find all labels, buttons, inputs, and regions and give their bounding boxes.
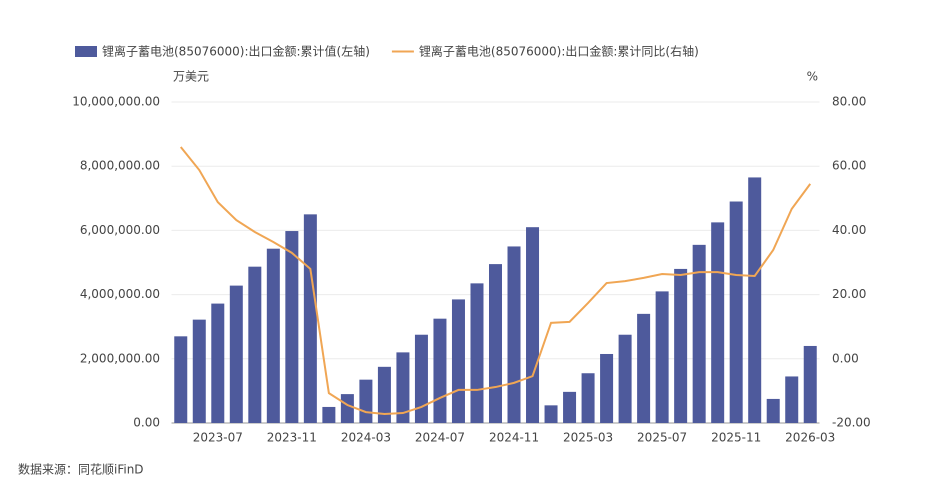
bar	[674, 268, 688, 423]
x-tick-label: 2025-11	[711, 431, 761, 445]
bar	[711, 222, 725, 423]
y2-tick-label: 60.00	[832, 159, 866, 173]
y-tick-label: 8,000,000.00	[80, 159, 160, 173]
y-tick-label: 0.00	[133, 416, 160, 430]
bar	[211, 303, 225, 423]
bar	[729, 201, 743, 423]
bar	[600, 353, 614, 423]
x-tick-label: 2024-11	[489, 431, 539, 445]
bar	[489, 264, 502, 423]
y2-tick-label: 0.00	[832, 351, 859, 365]
bar	[692, 244, 706, 423]
x-tick-label: 2025-07	[637, 431, 687, 445]
x-tick-label: 2023-11	[267, 431, 317, 445]
y2-tick-label: 20.00	[832, 287, 866, 301]
legend-label: 锂离子蓄电池(85076000):出口金额:累计同比(右轴)	[419, 44, 699, 59]
y2-tick-label: 80.00	[832, 95, 866, 109]
x-tick-label: 2024-03	[341, 431, 391, 445]
bar	[192, 319, 206, 423]
bar	[303, 214, 317, 423]
bar	[526, 227, 540, 423]
x-tick-label: 2026-03	[785, 431, 835, 445]
bar	[544, 405, 558, 423]
y-tick-label: 4,000,000.00	[80, 287, 160, 301]
legend-label: 锂离子蓄电池(85076000):出口金额:累计值(左轴)	[102, 44, 370, 59]
x-tick-label: 2025-03	[563, 431, 613, 445]
bar	[322, 406, 336, 423]
bar	[414, 334, 428, 423]
bar	[618, 334, 632, 423]
source: 数据来源：同花顺iFinD	[18, 462, 144, 477]
bar	[285, 231, 299, 423]
bar	[266, 248, 280, 423]
bar	[507, 246, 521, 423]
y2-unit: %	[807, 70, 818, 84]
legend-swatch	[75, 46, 97, 57]
bar	[229, 285, 243, 423]
bar	[359, 379, 373, 423]
bar	[563, 391, 577, 423]
bar	[451, 299, 465, 423]
x-tick-label: 2023-07	[193, 431, 243, 445]
bar	[377, 366, 391, 423]
line	[179, 146, 812, 416]
bar	[340, 394, 354, 423]
bar	[248, 266, 262, 423]
y-tick-label: 2,000,000.00	[80, 351, 160, 365]
y2-tick-label: -20.00	[832, 416, 871, 430]
bar	[785, 376, 799, 423]
bar	[433, 318, 447, 423]
bar	[174, 336, 188, 423]
y-tick-label: 6,000,000.00	[80, 223, 160, 237]
x-tick-label: 2024-07	[415, 431, 465, 445]
bar	[396, 352, 410, 423]
bar	[637, 313, 651, 423]
bar	[470, 283, 484, 423]
y2-tick-label: 40.00	[832, 223, 866, 237]
bar	[748, 177, 762, 423]
y-unit: 万美元	[173, 70, 209, 84]
bar	[581, 373, 595, 423]
bar	[803, 345, 817, 423]
bar	[655, 291, 669, 423]
y-tick-label: 10,000,000.00	[72, 95, 160, 109]
bar	[766, 398, 780, 423]
